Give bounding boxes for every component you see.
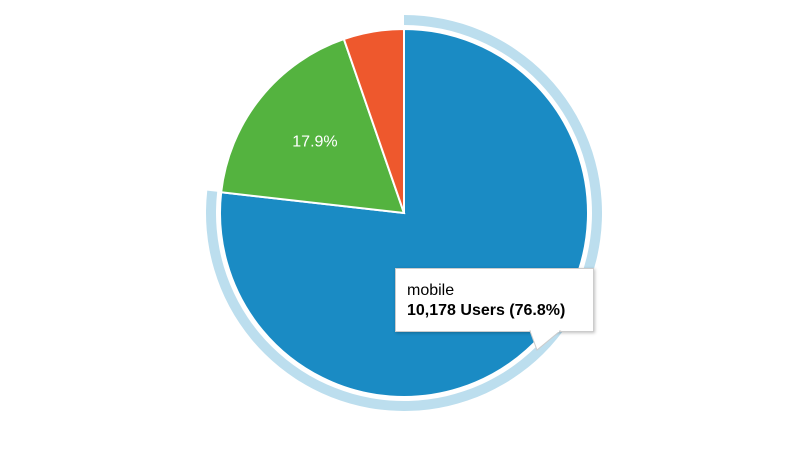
tooltip: mobile 10,178 Users (76.8%) — [395, 268, 594, 332]
slice-data-label: 17.9% — [292, 134, 337, 151]
tooltip-slice-name: mobile — [407, 282, 455, 299]
tooltip-slice-value: 10,178 Users (76.8%) — [407, 302, 566, 319]
pie-slice-slice-2[interactable] — [342, 27, 405, 214]
